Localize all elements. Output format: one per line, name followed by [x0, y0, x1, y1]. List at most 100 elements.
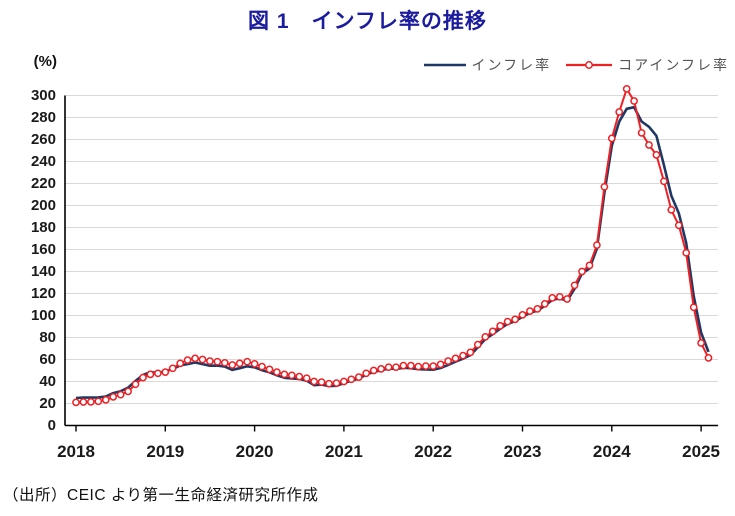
- core-data-marker: [228, 361, 237, 369]
- core-data-marker: [124, 387, 132, 396]
- core-data-marker: [585, 261, 594, 270]
- core-data-marker: [540, 300, 549, 308]
- core-data-marker: [220, 358, 229, 367]
- core-data-marker: [481, 333, 490, 341]
- legend-item-inflation: インフレ率: [423, 55, 552, 75]
- core-data-marker: [399, 361, 408, 370]
- core-data-marker: [109, 393, 118, 401]
- core-data-marker: [667, 206, 676, 214]
- core-data-marker: [369, 366, 378, 375]
- y-tick-label: 260: [30, 130, 56, 148]
- core-data-marker: [414, 362, 423, 371]
- y-tick-label: 180: [30, 218, 56, 236]
- core-data-marker: [518, 311, 527, 319]
- core-data-marker: [94, 397, 103, 406]
- core-data-marker: [377, 365, 385, 373]
- x-tick-label: 2019: [146, 442, 185, 461]
- core-data-marker: [116, 390, 125, 399]
- core-data-marker: [317, 378, 326, 386]
- core-data-marker: [533, 305, 542, 313]
- legend: インフレ率 コアインフレ率: [423, 55, 729, 75]
- legend-item-core-inflation: コアインフレ率: [565, 55, 729, 75]
- core-data-marker: [168, 364, 177, 373]
- core-data-marker: [570, 281, 579, 290]
- core-data-marker: [407, 361, 415, 370]
- y-tick-label: 100: [30, 306, 56, 324]
- core-data-marker: [637, 129, 646, 137]
- core-data-marker: [615, 108, 624, 116]
- legend-label-core-inflation: コアインフレ率: [618, 57, 729, 73]
- y-tick-label: 120: [30, 284, 56, 302]
- core-data-marker: [459, 351, 467, 360]
- y-tick-label: 20: [39, 394, 56, 412]
- core-data-marker: [302, 374, 311, 383]
- core-data-marker: [183, 356, 192, 364]
- chart-title: 図 1 インフレ率の推移: [248, 10, 487, 33]
- core-data-marker: [354, 373, 363, 381]
- core-data-marker: [191, 354, 199, 363]
- core-data-marker: [689, 303, 698, 312]
- core-data-marker: [79, 398, 88, 406]
- core-data-marker: [72, 398, 80, 407]
- core-data-marker: [265, 365, 274, 374]
- core-data-marker: [578, 267, 586, 276]
- y-tick-label: 40: [39, 372, 56, 390]
- y-tick-label: 160: [30, 240, 56, 258]
- source-note: （出所）CEIC より第一生命経済研究所作成: [3, 487, 319, 504]
- core-inflation-line-icon: [566, 61, 613, 69]
- core-data-marker: [555, 292, 564, 301]
- x-tick-label: 2021: [324, 442, 363, 461]
- core-data-marker: [139, 373, 147, 382]
- x-tick-label: 2018: [57, 442, 95, 461]
- x-tick-label: 2025: [682, 442, 720, 461]
- core-data-marker: [287, 371, 296, 380]
- core-data-marker: [503, 317, 512, 326]
- core-data-marker: [526, 307, 534, 315]
- core-data-marker: [258, 362, 266, 371]
- core-data-marker: [622, 85, 631, 93]
- inflation-line: [75, 105, 710, 400]
- core-data-marker: [488, 327, 497, 336]
- core-data-marker: [250, 360, 259, 368]
- y-axis-unit-label: (%): [33, 53, 57, 70]
- core-data-marker: [451, 354, 460, 363]
- core-data-marker: [674, 221, 683, 230]
- core-data-marker: [660, 177, 668, 186]
- core-data-marker: [146, 370, 155, 379]
- core-data-marker: [563, 295, 571, 303]
- core-data-marker: [392, 363, 400, 372]
- y-tick-label: 60: [39, 350, 56, 368]
- core-data-marker: [347, 375, 356, 384]
- y-tick-label: 0: [47, 416, 56, 434]
- core-data-marker: [273, 368, 281, 376]
- core-data-marker: [511, 315, 519, 324]
- core-data-marker: [325, 379, 333, 388]
- y-tick-label: 240: [30, 152, 56, 170]
- core-data-marker: [161, 368, 170, 376]
- core-data-marker: [645, 141, 653, 149]
- y-tick-label: 140: [30, 262, 56, 280]
- legend-label-inflation: インフレ率: [471, 57, 552, 73]
- core-data-marker: [593, 241, 601, 249]
- core-data-marker: [704, 354, 713, 362]
- y-tick-label: 200: [30, 196, 56, 214]
- core-data-marker: [697, 339, 705, 347]
- core-data-marker: [198, 355, 207, 364]
- core-data-marker: [496, 322, 505, 330]
- core-data-marker: [548, 294, 557, 302]
- core-data-marker: [652, 151, 661, 159]
- y-tick-label: 80: [39, 328, 56, 346]
- core-data-marker: [340, 377, 348, 386]
- x-tick-label: 2024: [592, 442, 631, 461]
- core-data-marker: [362, 369, 371, 378]
- core-data-marker: [384, 363, 393, 372]
- core-data-marker: [682, 248, 691, 257]
- core-data-marker: [176, 359, 185, 368]
- core-data-marker: [131, 380, 140, 389]
- core-data-marker: [607, 134, 616, 143]
- y-tick-label: 220: [30, 174, 56, 192]
- core-data-marker: [310, 377, 318, 386]
- core-data-marker: [630, 97, 638, 105]
- y-tick-label: 280: [30, 108, 56, 126]
